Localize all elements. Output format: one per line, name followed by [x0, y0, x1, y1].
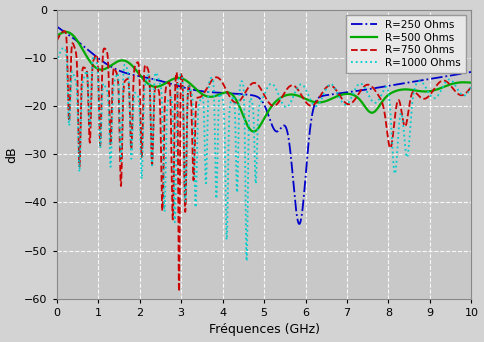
R=1000 Ohms [126, 78, 132, 82]
R=250 Ohms [460, 71, 466, 75]
R=750 Ohms [176, 289, 182, 293]
Line: R=750 Ohms: R=750 Ohms [57, 31, 471, 291]
R=500 Ohms [469, 81, 474, 85]
R=1000 Ohms [101, 82, 107, 86]
Line: R=500 Ohms: R=500 Ohms [57, 32, 471, 132]
R=750 Ohms [101, 47, 107, 51]
R=250 Ohms [54, 24, 60, 28]
Line: R=250 Ohms: R=250 Ohms [57, 26, 471, 224]
R=1000 Ohms [54, 61, 60, 65]
R=500 Ohms [213, 94, 219, 98]
Line: R=1000 Ohms: R=1000 Ohms [57, 48, 471, 261]
R=250 Ohms [101, 60, 107, 64]
R=500 Ohms [63, 30, 69, 34]
R=500 Ohms [101, 67, 107, 71]
R=250 Ohms [213, 91, 219, 95]
R=1000 Ohms [61, 46, 67, 50]
R=750 Ohms [213, 75, 219, 79]
R=1000 Ohms [461, 93, 467, 97]
Legend: R=250 Ohms, R=500 Ohms, R=750 Ohms, R=1000 Ohms: R=250 Ohms, R=500 Ohms, R=750 Ohms, R=10… [346, 15, 466, 73]
R=1000 Ohms [213, 186, 219, 190]
R=750 Ohms [461, 93, 467, 97]
R=1000 Ohms [469, 84, 474, 89]
R=750 Ohms [416, 94, 422, 98]
R=500 Ohms [461, 80, 467, 84]
X-axis label: Fréquences (GHz): Fréquences (GHz) [209, 324, 319, 337]
R=500 Ohms [126, 61, 132, 65]
R=500 Ohms [416, 89, 422, 93]
R=1000 Ohms [244, 259, 250, 263]
R=1000 Ohms [231, 95, 237, 99]
R=750 Ohms [469, 84, 474, 89]
R=250 Ohms [126, 72, 132, 76]
R=500 Ohms [251, 130, 257, 134]
R=750 Ohms [61, 29, 67, 33]
Y-axis label: dB: dB [5, 146, 18, 162]
R=750 Ohms [126, 81, 132, 85]
R=750 Ohms [231, 100, 237, 104]
R=500 Ohms [231, 94, 237, 98]
R=500 Ohms [54, 34, 60, 38]
R=750 Ohms [54, 39, 60, 43]
R=250 Ohms [296, 222, 302, 226]
R=250 Ohms [469, 70, 474, 74]
R=250 Ohms [231, 91, 237, 95]
R=1000 Ohms [416, 79, 422, 83]
R=250 Ohms [416, 79, 422, 83]
